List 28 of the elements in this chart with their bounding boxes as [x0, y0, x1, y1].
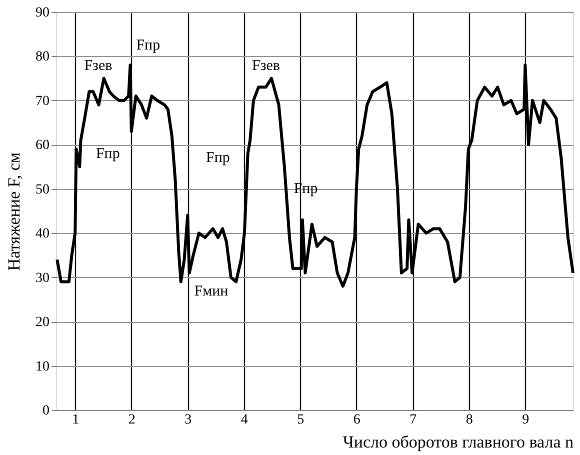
annotation: Fзев	[252, 58, 280, 74]
x-tick-label: 3	[184, 412, 192, 428]
x-tick-label: 9	[522, 412, 530, 428]
x-tick-label: 8	[466, 412, 473, 428]
y-tick-label: 90	[36, 6, 50, 20]
y-axis-title: Натяжение F, см	[4, 152, 24, 271]
y-tick-label: 70	[36, 94, 50, 109]
x-tick-label: 6	[353, 412, 360, 428]
annotation: Fпр	[136, 38, 160, 54]
y-tick-label: 10	[36, 359, 50, 374]
x-tick-label: 4	[240, 412, 248, 428]
annotation: Fпр	[96, 146, 120, 162]
y-tick-label: 20	[36, 315, 50, 330]
annotation: Fмин	[194, 284, 228, 300]
annotation: Fзев	[84, 58, 112, 74]
x-tick-label: 7	[410, 412, 417, 428]
x-axis-title: Число оборотов главного вала n	[342, 432, 574, 452]
y-tick-label: 60	[36, 138, 50, 154]
x-tick-label: 2	[128, 412, 136, 428]
x-tick-label: 1	[72, 412, 80, 428]
y-tick-label: 80	[36, 50, 50, 65]
y-tick-label: 0	[42, 404, 50, 418]
y-tick-label: 40	[36, 226, 50, 242]
x-tick-label: 5	[297, 412, 304, 428]
y-tick-label: 50	[36, 182, 50, 198]
annotation: Fпр	[206, 150, 230, 166]
y-tick-label: 30	[36, 270, 50, 286]
annotation: Fпр	[294, 180, 318, 197]
